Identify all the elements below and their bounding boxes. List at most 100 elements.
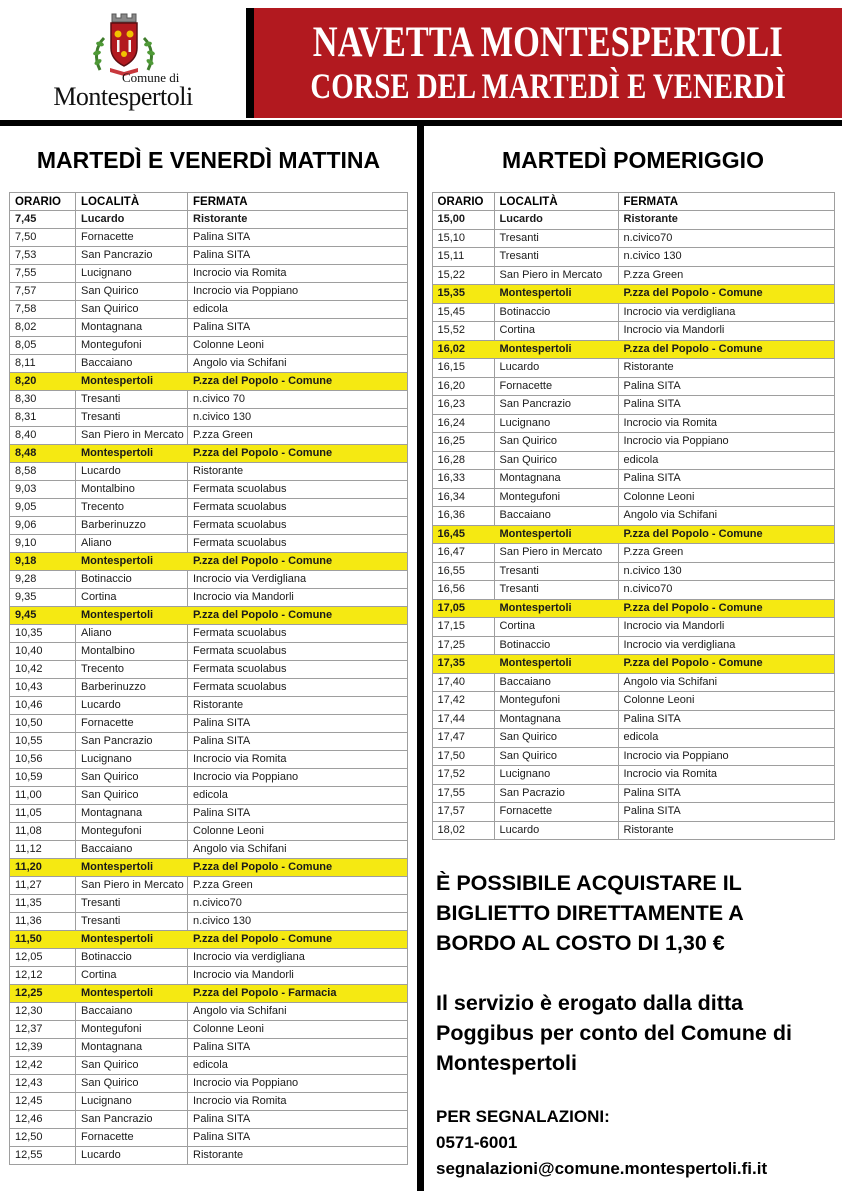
cell-place: Cortina (493, 617, 619, 637)
cell-place: Montegufoni (75, 822, 188, 841)
cell-stop: Incrocio via Mandorli (617, 617, 835, 637)
cell-time: 12,12 (9, 966, 76, 985)
cell-time: 7,45 (9, 210, 76, 229)
cell-time: 8,58 (9, 462, 76, 481)
table-row: 16,33 Montagnana Palina SITA (431, 469, 835, 489)
cell-place: San Piero in Mercato (493, 543, 619, 563)
table-row: 17,42 Montegufoni Colonne Leoni (431, 691, 835, 711)
cell-stop: Palina SITA (617, 802, 835, 822)
logo-comune-di-label: Comune di (122, 70, 180, 85)
cell-place: Montespertoli (75, 930, 188, 949)
cell-place: Montespertoli (493, 654, 619, 674)
table-row: 12,43 San Quirico Incrocio via Poppiano (9, 1074, 408, 1093)
table-row: 10,42 Trecento Fermata scuolabus (9, 660, 408, 679)
cell-time: 16,34 (431, 487, 495, 507)
table-row: 8,05 Montegufoni Colonne Leoni (9, 336, 408, 355)
cell-time: 16,33 (431, 469, 495, 489)
cell-place: Montespertoli (75, 444, 188, 463)
cell-place: Trecento (75, 660, 188, 679)
cell-stop: Palina SITA (187, 1038, 408, 1057)
cell-time: 7,58 (9, 300, 76, 319)
cell-place: San Piero in Mercato (75, 426, 188, 445)
cell-place: Lucignano (493, 413, 619, 433)
cell-place: Montespertoli (75, 372, 188, 391)
cell-place: Montagnana (75, 804, 188, 823)
cell-time: 10,40 (9, 642, 76, 661)
cell-stop: n.civico70 (617, 580, 835, 600)
cell-stop: Palina SITA (187, 732, 408, 751)
cell-time: 17,47 (431, 728, 495, 748)
cell-place: Baccaiano (493, 672, 619, 692)
cell-stop: Incrocio via Mandorli (187, 588, 408, 607)
cell-place: San Quirico (75, 1056, 188, 1075)
cell-place: Baccaiano (75, 840, 188, 859)
cell-time: 15,52 (431, 321, 495, 341)
reports-phone: 0571-6001 (436, 1133, 518, 1152)
cell-stop: Palina SITA (617, 469, 835, 489)
table-row: 11,36 Tresanti n.civico 130 (9, 912, 408, 931)
table-row: 9,10 Aliano Fermata scuolabus (9, 534, 408, 553)
cell-place: Lucardo (75, 696, 188, 715)
table-row: 10,55 San Pancrazio Palina SITA (9, 732, 408, 751)
cell-time: 11,20 (9, 858, 76, 877)
table-row: 17,47 San Quirico edicola (431, 728, 835, 748)
cell-time: 17,25 (431, 635, 495, 655)
table-row: 15,00 Lucardo Ristorante (431, 210, 835, 230)
cell-time: 11,50 (9, 930, 76, 949)
cell-place: Montespertoli (75, 606, 188, 625)
cell-place: Montalbino (75, 480, 188, 499)
column-header: FERMATA (187, 192, 408, 211)
cell-time: 17,05 (431, 598, 495, 618)
cell-place: Barberinuzzo (75, 516, 188, 535)
cell-place: San Pancrazio (75, 1110, 188, 1129)
cell-place: Fornacette (75, 1128, 188, 1147)
table-row: 17,57 Fornacette Palina SITA (431, 802, 835, 822)
table-row: 9,05 Trecento Fermata scuolabus (9, 498, 408, 517)
cell-time: 10,56 (9, 750, 76, 769)
table-row: 15,22 San Piero in Mercato P.zza Green (431, 265, 835, 285)
cell-time: 11,27 (9, 876, 76, 895)
cell-place: Lucardo (493, 820, 619, 840)
cell-stop: Fermata scuolabus (187, 678, 408, 697)
comune-crest-icon (93, 13, 155, 76)
cell-stop: P.zza del Popolo - Comune (617, 284, 835, 304)
table-row: 16,55 Tresanti n.civico 130 (431, 561, 835, 581)
cell-stop: Angolo via Schifani (187, 840, 408, 859)
table-row: 12,12 Cortina Incrocio via Mandorli (9, 966, 408, 985)
cell-time: 16,23 (431, 395, 495, 415)
cell-place: Montagnana (493, 709, 619, 729)
cell-place: Montespertoli (493, 284, 619, 304)
table-row: 12,05 Botinaccio Incrocio via verdigliana (9, 948, 408, 967)
table-row: 7,58 San Quirico edicola (9, 300, 408, 319)
cell-place: Aliano (75, 624, 188, 643)
cell-place: San Quirico (75, 1074, 188, 1093)
cell-place: San Quirico (493, 728, 619, 748)
table-row: 11,27 San Piero in Mercato P.zza Green (9, 876, 408, 895)
cell-place: Fornacette (493, 376, 619, 396)
cell-place: Cortina (493, 321, 619, 341)
table-row: 8,31 Tresanti n.civico 130 (9, 408, 408, 427)
table-row: 15,45 Botinaccio Incrocio via verdigliana (431, 302, 835, 322)
cell-place: San Pancrazio (75, 732, 188, 751)
cell-stop: edicola (617, 728, 835, 748)
cell-stop: Palina SITA (617, 376, 835, 396)
cell-place: San Pancrazio (75, 246, 188, 265)
table-row: 9,28 Botinaccio Incrocio via Verdigliana (9, 570, 408, 589)
cell-stop: P.zza del Popolo - Comune (187, 372, 408, 391)
cell-place: San Quirico (75, 282, 188, 301)
cell-stop: Angolo via Schifani (617, 506, 835, 526)
cell-time: 17,40 (431, 672, 495, 692)
cell-place: Botinaccio (493, 635, 619, 655)
cell-stop: Colonne Leoni (187, 336, 408, 355)
table-row: 8,48 Montespertoli P.zza del Popolo - Comu… (9, 444, 408, 463)
cell-stop: Incrocio via Mandorli (187, 966, 408, 985)
cell-place: Fornacette (75, 228, 188, 247)
cell-stop: P.zza Green (187, 876, 408, 895)
cell-stop: Fermata scuolabus (187, 516, 408, 535)
table-row: 8,20 Montespertoli P.zza del Popolo - Comu… (9, 372, 408, 391)
cell-time: 10,43 (9, 678, 76, 697)
table-row: 9,18 Montespertoli P.zza del Popolo - Comu… (9, 552, 408, 571)
cell-time: 9,28 (9, 570, 76, 589)
table-row: 16,02 Montespertoli P.zza del Popolo - Com… (431, 339, 835, 359)
cell-place: Montespertoli (493, 598, 619, 618)
